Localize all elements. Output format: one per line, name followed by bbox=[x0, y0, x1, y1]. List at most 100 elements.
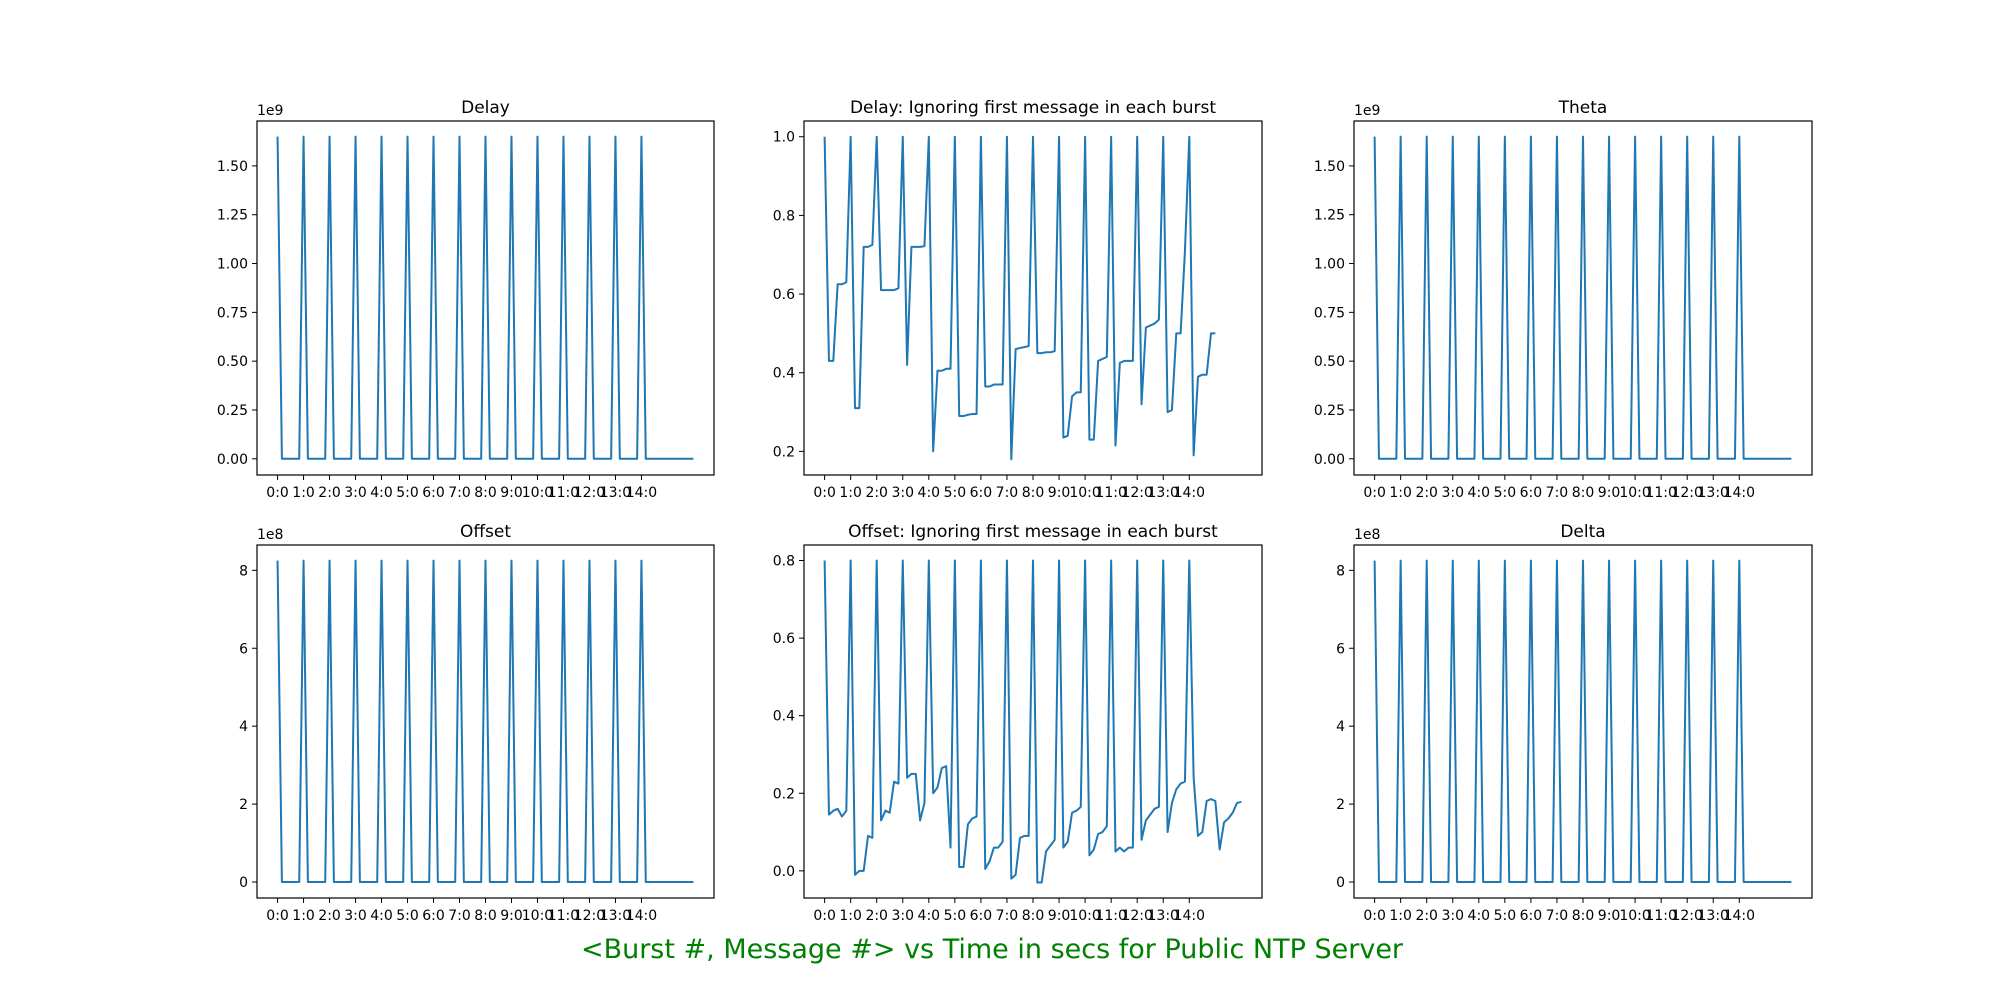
x-tick-label: 9:0 bbox=[1598, 908, 1621, 924]
x-tick-label: 11:0 bbox=[1095, 908, 1126, 924]
x-tick-label: 4:0 bbox=[1468, 908, 1491, 924]
y-tick-label: 1.50 bbox=[217, 159, 248, 175]
x-tick-label: 4:0 bbox=[1468, 485, 1491, 501]
y-tick-label: 8 bbox=[239, 563, 248, 579]
x-tick-label: 8:0 bbox=[1022, 908, 1045, 924]
axes-frame bbox=[803, 544, 1263, 899]
y-tick-label: 0.6 bbox=[773, 631, 795, 647]
axes-frame bbox=[256, 544, 715, 899]
axes-frame bbox=[1353, 120, 1813, 476]
x-tick-label: 2:0 bbox=[865, 908, 888, 924]
x-tick-label: 3:0 bbox=[344, 485, 367, 501]
y-tick-label: 0.0 bbox=[773, 864, 795, 880]
x-tick-label: 11:0 bbox=[548, 908, 579, 924]
x-tick-label: 2:0 bbox=[318, 908, 341, 924]
y-tick-label: 0.4 bbox=[773, 709, 795, 725]
y-tick-label: 0.75 bbox=[217, 305, 248, 321]
y-tick-label: 2 bbox=[1336, 797, 1345, 813]
y-tick-label: 0.6 bbox=[773, 287, 795, 303]
series-line bbox=[1373, 559, 1792, 884]
x-tick-label: 1:0 bbox=[839, 485, 862, 501]
x-tick-label: 10:0 bbox=[1069, 908, 1100, 924]
x-tick-label: 14:0 bbox=[1724, 908, 1755, 924]
x-tick-label: 5:0 bbox=[944, 485, 967, 501]
x-tick-label: 5:0 bbox=[944, 908, 967, 924]
x-tick-label: 7:0 bbox=[1546, 485, 1569, 501]
axes-frame bbox=[1353, 544, 1813, 899]
x-tick-label: 5:0 bbox=[396, 908, 419, 924]
x-tick-label: 8:0 bbox=[1572, 485, 1595, 501]
x-tick-label: 13:0 bbox=[600, 485, 631, 501]
x-tick-label: 8:0 bbox=[474, 485, 497, 501]
subplot-title: Offset bbox=[460, 522, 511, 542]
axis-offset-text: 1e9 bbox=[1354, 103, 1380, 119]
x-tick-label: 1:0 bbox=[292, 908, 315, 924]
series-line bbox=[823, 135, 1216, 461]
x-tick-label: 3:0 bbox=[891, 485, 914, 501]
series-line bbox=[276, 559, 694, 884]
x-tick-label: 1:0 bbox=[839, 908, 862, 924]
x-tick-label: 0:0 bbox=[813, 908, 836, 924]
subplot-title: Delta bbox=[1560, 522, 1605, 542]
y-tick-label: 1.00 bbox=[217, 257, 248, 273]
x-tick-label: 2:0 bbox=[318, 485, 341, 501]
x-tick-label: 14:0 bbox=[1724, 485, 1755, 501]
x-tick-label: 4:0 bbox=[918, 485, 941, 501]
x-tick-label: 0:0 bbox=[1363, 908, 1386, 924]
x-tick-label: 7:0 bbox=[996, 908, 1019, 924]
x-tick-label: 14:0 bbox=[626, 485, 657, 501]
y-tick-label: 0.2 bbox=[773, 444, 795, 460]
subplot-title: Delay: Ignoring first message in each bu… bbox=[850, 98, 1216, 118]
x-tick-label: 12:0 bbox=[1671, 908, 1702, 924]
x-tick-label: 10:0 bbox=[1619, 485, 1650, 501]
x-tick-label: 3:0 bbox=[344, 908, 367, 924]
x-tick-label: 12:0 bbox=[1121, 908, 1152, 924]
x-tick-label: 2:0 bbox=[1415, 485, 1438, 501]
y-tick-label: 4 bbox=[239, 719, 248, 735]
x-tick-label: 11:0 bbox=[548, 485, 579, 501]
x-tick-label: 3:0 bbox=[1441, 908, 1464, 924]
x-tick-label: 12:0 bbox=[574, 485, 605, 501]
x-tick-label: 7:0 bbox=[448, 908, 471, 924]
axis-offset-text: 1e8 bbox=[1354, 527, 1380, 543]
y-tick-label: 1.0 bbox=[773, 130, 795, 146]
y-tick-label: 1.25 bbox=[1314, 208, 1345, 224]
x-tick-label: 4:0 bbox=[370, 485, 393, 501]
axes-frame bbox=[256, 120, 715, 476]
subplot-4: Offset 1e8 0 2 4 6 8 0:0 1:0 2:0 3:0 4:0 5:0 6:0 7:0 8:… bbox=[239, 522, 715, 924]
x-tick-label: 10:0 bbox=[1069, 485, 1100, 501]
x-tick-label: 10:0 bbox=[1619, 908, 1650, 924]
subplot-title: Delay bbox=[461, 98, 510, 118]
x-tick-label: 8:0 bbox=[474, 908, 497, 924]
x-tick-label: 11:0 bbox=[1645, 908, 1676, 924]
x-tick-label: 10:0 bbox=[522, 908, 553, 924]
x-tick-label: 13:0 bbox=[1148, 908, 1179, 924]
x-tick-label: 5:0 bbox=[396, 485, 419, 501]
y-tick-label: 0.00 bbox=[217, 452, 248, 468]
y-tick-label: 1.50 bbox=[1314, 159, 1345, 175]
x-tick-label: 6:0 bbox=[1520, 485, 1543, 501]
x-tick-label: 2:0 bbox=[1415, 908, 1438, 924]
y-tick-label: 0.50 bbox=[217, 354, 248, 370]
series-line bbox=[1373, 135, 1792, 460]
y-tick-label: 4 bbox=[1336, 719, 1345, 735]
y-tick-label: 6 bbox=[239, 641, 248, 657]
y-tick-label: 0 bbox=[1336, 875, 1345, 891]
y-tick-label: 1.00 bbox=[1314, 257, 1345, 273]
subplot-2: Delay: Ignoring first message in each bu… bbox=[773, 98, 1263, 501]
x-tick-label: 6:0 bbox=[422, 485, 445, 501]
subplot-6: Delta 1e8 0 2 4 6 8 0:0 1:0 2:0 3:0 4:0 5:0 6:0 7:0 8:0… bbox=[1336, 522, 1813, 924]
axis-offset-text: 1e8 bbox=[257, 527, 283, 543]
x-tick-label: 6:0 bbox=[970, 908, 993, 924]
y-tick-label: 0.8 bbox=[773, 208, 795, 224]
x-tick-label: 7:0 bbox=[1546, 908, 1569, 924]
series-line bbox=[823, 559, 1242, 884]
x-tick-label: 12:0 bbox=[574, 908, 605, 924]
y-tick-label: 1.25 bbox=[217, 208, 248, 224]
x-tick-label: 9:0 bbox=[500, 485, 523, 501]
y-tick-label: 0.8 bbox=[773, 554, 795, 570]
x-tick-label: 6:0 bbox=[422, 908, 445, 924]
y-tick-label: 0.25 bbox=[1314, 403, 1345, 419]
subplot-title: Theta bbox=[1558, 98, 1608, 118]
x-tick-label: 3:0 bbox=[1441, 485, 1464, 501]
